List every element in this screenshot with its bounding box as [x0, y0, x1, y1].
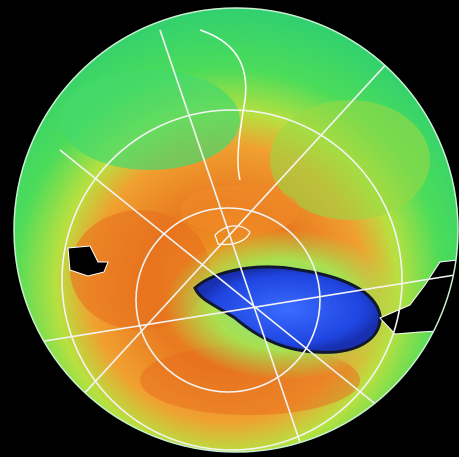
latitude-circle [61, 109, 403, 451]
globe-rim [13, 7, 459, 453]
globe [14, 8, 458, 452]
coastline [214, 225, 251, 246]
coastline [199, 29, 247, 181]
no-data-patch [379, 259, 458, 335]
meridian [59, 149, 421, 441]
meridian [59, 59, 391, 421]
ozone-hole [193, 265, 382, 354]
meridian [19, 274, 456, 346]
graticule [19, 29, 456, 452]
yellow-region [270, 100, 430, 220]
latitude-circle [135, 207, 321, 393]
green-region [60, 70, 240, 170]
orange-region [180, 185, 300, 235]
no-data-patch [67, 245, 109, 277]
meridian [159, 29, 306, 452]
